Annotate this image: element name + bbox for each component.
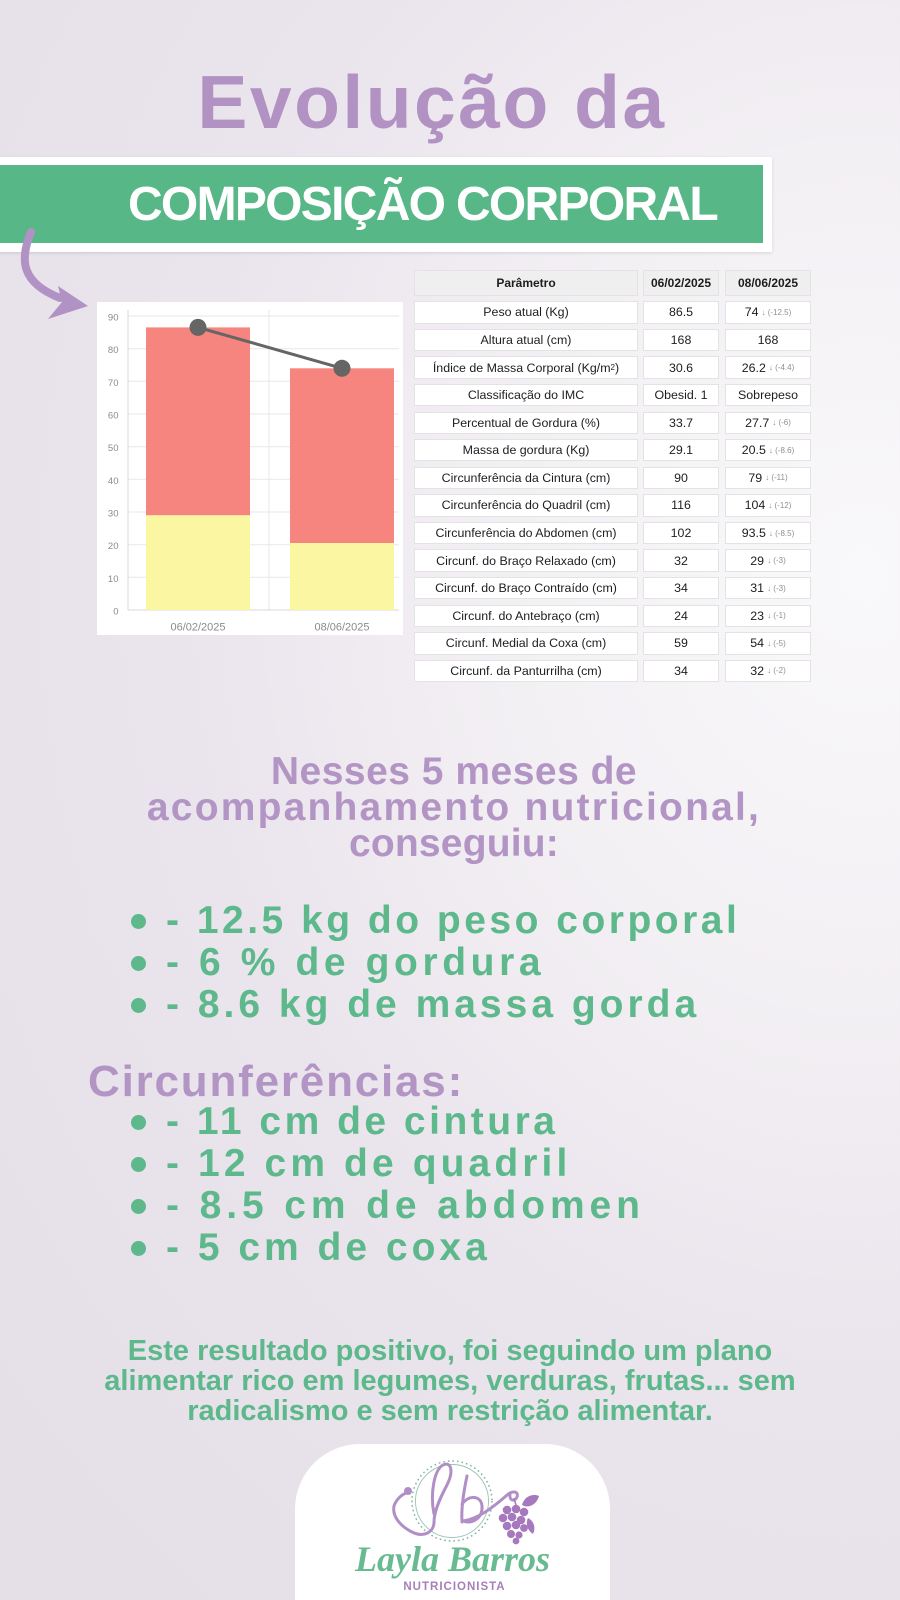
- svg-text:08/06/2025: 08/06/2025: [314, 622, 369, 634]
- svg-text:90: 90: [108, 313, 119, 324]
- svg-text:50: 50: [108, 443, 119, 454]
- svg-text:0: 0: [113, 607, 118, 618]
- svg-text:60: 60: [108, 411, 119, 422]
- svg-text:20: 20: [108, 541, 119, 552]
- svg-text:70: 70: [108, 378, 119, 389]
- svg-text:40: 40: [108, 476, 119, 487]
- svg-text:80: 80: [108, 345, 119, 356]
- svg-text:30: 30: [108, 509, 119, 520]
- svg-text:06/02/2025: 06/02/2025: [170, 622, 225, 634]
- svg-text:10: 10: [108, 574, 119, 585]
